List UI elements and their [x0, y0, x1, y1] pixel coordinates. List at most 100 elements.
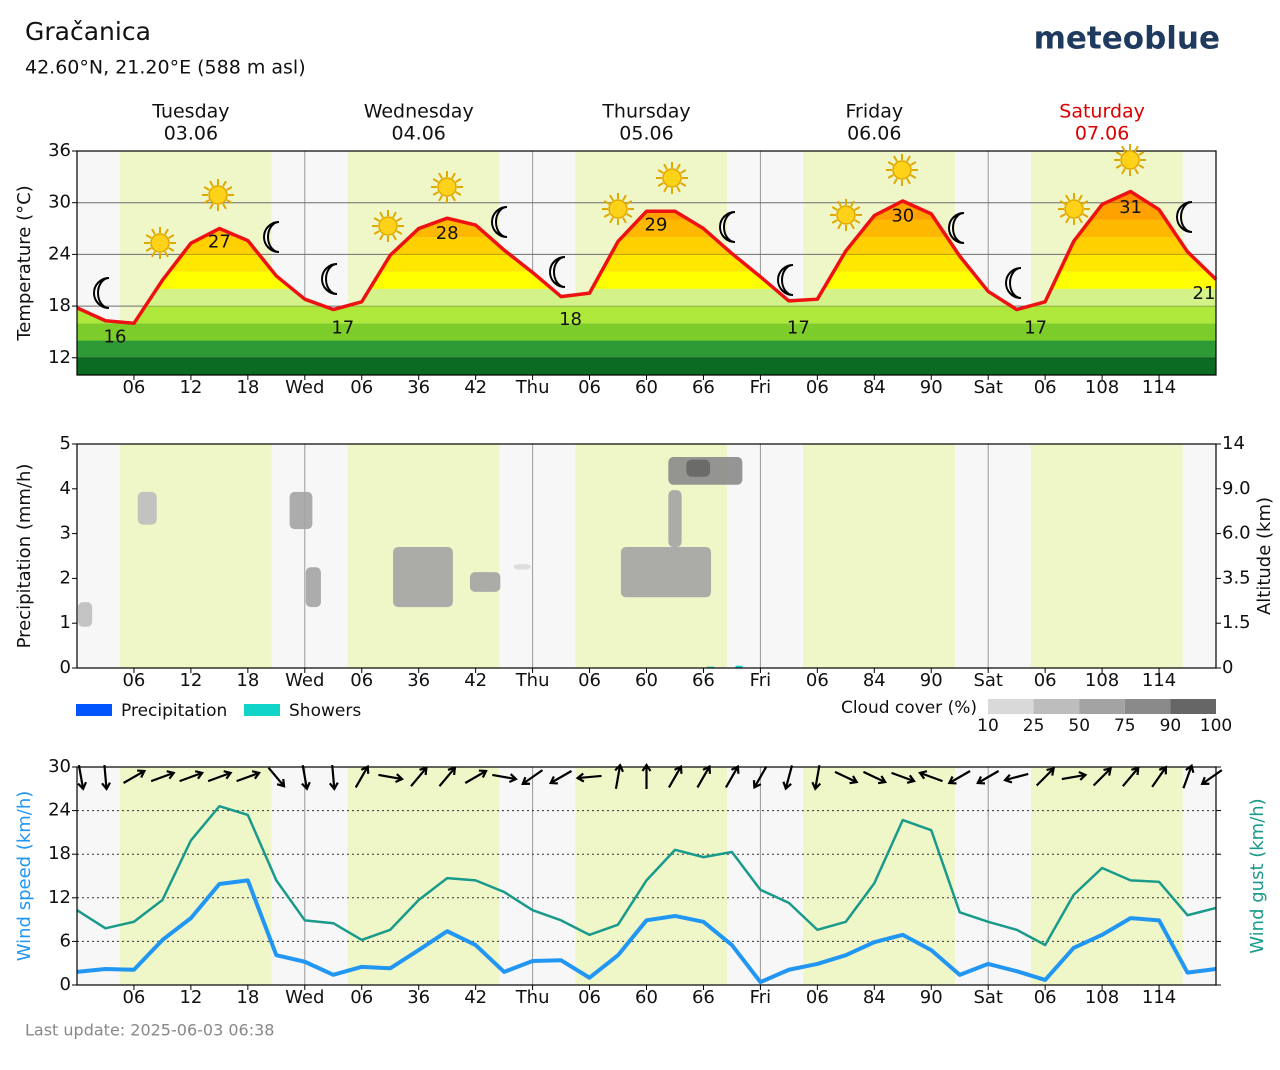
x-tick-label: 06 [1034, 670, 1057, 691]
sun-ray [145, 234, 152, 239]
sun-ray [893, 155, 898, 162]
cloud-area [137, 491, 157, 525]
sun-ray [203, 199, 210, 204]
sun-ray [910, 174, 917, 179]
y-tick-label: 12 [48, 887, 71, 908]
y2-tick-label: 9.0 [1222, 478, 1251, 499]
sun-ray [145, 247, 152, 252]
sun-ray [1082, 213, 1089, 218]
day-name: Tuesday [151, 101, 229, 123]
sun-ray [396, 217, 403, 222]
sun-ray [151, 228, 156, 235]
wind-arrow [811, 764, 822, 791]
sun-ray [837, 200, 842, 207]
sun-ray [626, 200, 633, 205]
sun-ray [676, 163, 681, 170]
x-tick-label: Fri [750, 377, 771, 398]
sun-ray [603, 213, 610, 218]
sun-ray [609, 217, 614, 224]
x-tick-label: 06 [578, 670, 601, 691]
sun-ray [854, 219, 861, 224]
y-tick-label: 5 [60, 433, 71, 454]
daylight [1030, 444, 1183, 668]
cloud-area [668, 490, 682, 548]
cloud-swatch [988, 699, 1034, 714]
sun-icon [144, 227, 176, 259]
sun-disc [150, 233, 170, 253]
day-name: Wednesday [364, 101, 474, 123]
x-tick-label: 12 [179, 377, 202, 398]
cloud-swatch [1124, 699, 1171, 714]
wind-arrow [1200, 769, 1223, 786]
x-tick-label: 60 [635, 670, 658, 691]
x-tick-label: 06 [350, 987, 373, 1008]
daylight [119, 444, 272, 668]
x-tick-label: 90 [920, 987, 943, 1008]
x-tick-label: 60 [635, 987, 658, 1008]
sun-ray [887, 161, 894, 166]
sun-ray [854, 206, 861, 211]
x-tick-label: 42 [464, 987, 487, 1008]
x-tick-label: 18 [236, 377, 259, 398]
cloud-tick-label: 100 [1200, 716, 1232, 736]
x-tick-label: 06 [350, 377, 373, 398]
sun-ray [438, 195, 443, 202]
temp-label: 21 [1193, 283, 1216, 304]
x-tick-label: Sat [973, 987, 1003, 1008]
sun-ray [1065, 194, 1070, 201]
x-tick-label: 36 [407, 377, 430, 398]
x-tick-label: Fri [750, 670, 771, 691]
y-tick-label: 30 [48, 756, 71, 777]
wind-arrow [891, 771, 916, 784]
moon-icon [719, 211, 736, 243]
sun-ray [432, 191, 439, 196]
x-tick-label: 12 [179, 987, 202, 1008]
wind-arrow [834, 770, 859, 785]
x-tick-label: Thu [515, 987, 550, 1008]
y-tick-label: 6 [60, 930, 71, 951]
sun-ray [831, 206, 838, 211]
x-tick-label: 06 [122, 377, 145, 398]
x-tick-label: 06 [350, 670, 373, 691]
sun-ray [451, 195, 456, 202]
temp-label: 17 [787, 318, 810, 339]
x-tick-label: Wed [285, 987, 324, 1008]
y2-axis-label: Altitude (km) [1254, 497, 1275, 615]
x-tick-label: 90 [920, 377, 943, 398]
sun-icon [602, 193, 634, 225]
sun-ray [622, 194, 627, 201]
sun-ray [168, 247, 175, 252]
y2-tick-label: 6.0 [1222, 523, 1251, 544]
wind-arrow [918, 770, 943, 783]
x-tick-label: 66 [692, 670, 715, 691]
sun-ray [663, 163, 668, 170]
x-tick-label: 66 [692, 987, 715, 1008]
x-tick-label: 06 [578, 377, 601, 398]
sun-ray [1059, 200, 1066, 205]
x-tick-label: 114 [1142, 987, 1176, 1008]
x-tick-label: 108 [1085, 377, 1119, 398]
x-tick-label: 36 [407, 987, 430, 1008]
sun-ray [1082, 200, 1089, 205]
y2-axis-label: Wind gust (km/h) [1247, 798, 1268, 953]
x-tick-label: 108 [1085, 987, 1119, 1008]
wind-arrow [976, 770, 1000, 785]
y-axis-label: Wind speed (km/h) [14, 791, 35, 962]
wind-arrow [378, 773, 404, 783]
x-tick-label: Sat [973, 377, 1003, 398]
sun-ray [379, 211, 384, 218]
panel [77, 767, 1216, 985]
x-tick-label: 06 [122, 987, 145, 1008]
wind-arrow [1122, 766, 1140, 787]
sun-ray [1134, 168, 1139, 175]
moon-icon [491, 206, 508, 238]
sun-ray [663, 186, 668, 193]
cloud-swatch [1033, 699, 1080, 714]
y-tick-label: 36 [48, 140, 71, 161]
legend-swatch [244, 704, 280, 716]
sun-ray [837, 223, 842, 230]
x-tick-label: 06 [122, 670, 145, 691]
sun-icon [431, 171, 463, 203]
subtitle: 42.60°N, 21.20°E (588 m asl) [25, 57, 306, 79]
title: Gračanica [25, 17, 151, 46]
